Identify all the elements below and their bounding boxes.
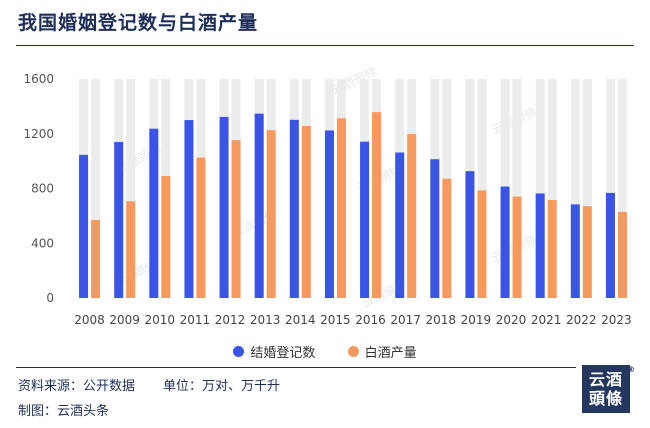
unit-label: 单位：: [163, 379, 203, 394]
bar-track: [535, 79, 545, 298]
maker-value: 云酒头条: [57, 404, 110, 419]
y-tick-label: 1200: [23, 127, 54, 141]
bar-liquor: [617, 211, 627, 298]
bar-liquor: [372, 112, 382, 298]
x-tick-label: 2018: [426, 313, 457, 327]
x-tick-label: 2008: [74, 313, 105, 327]
bar-marriage: [605, 192, 615, 298]
bar-chart: 0 400 800 1200 1600 2008 2009 2010 2011 2012 2013 2…: [23, 72, 632, 327]
bar-track: [570, 79, 580, 298]
footer-divider: [16, 367, 576, 368]
bar-marriage: [465, 171, 475, 298]
bar-marriage: [430, 159, 440, 298]
x-tick-label: 2011: [180, 313, 211, 327]
chart-legend: 结婚登记数 白酒产量: [0, 342, 650, 361]
title-divider: [16, 45, 634, 46]
y-tick-label: 400: [31, 236, 54, 250]
legend-item-liquor: 白酒产量: [347, 342, 417, 361]
bar-liquor: [547, 199, 557, 298]
bar-liquor: [91, 219, 101, 298]
x-tick-label: 2021: [531, 313, 562, 327]
bar-marriage: [395, 152, 405, 298]
bar-marriage: [570, 204, 580, 298]
x-tick-label: 2019: [461, 313, 492, 327]
x-tick-label: 2014: [285, 313, 316, 327]
maker-label: 制图：: [18, 404, 58, 419]
bar-liquor: [231, 140, 241, 298]
bar-track: [477, 79, 487, 298]
bar-marriage: [219, 116, 229, 299]
chart-title: 我国婚姻登记数与白酒产量: [18, 12, 259, 34]
bar-liquor: [477, 190, 487, 298]
bar-liquor: [196, 157, 206, 298]
y-tick-label: 800: [31, 182, 54, 196]
y-tick-label: 1600: [23, 72, 54, 86]
logo-line-2: 頭條: [588, 389, 623, 408]
bar-liquor: [336, 118, 346, 298]
legend-item-marriage: 结婚登记数: [233, 342, 315, 361]
registered-mark: ®: [627, 365, 636, 374]
legend-swatch-marriage: [233, 346, 245, 357]
bar-marriage: [289, 119, 299, 298]
x-tick-label: 2016: [355, 313, 386, 327]
legend-swatch-liquor: [347, 346, 359, 357]
unit-value: 万对、万千升: [202, 379, 281, 394]
bar-track: [91, 79, 101, 298]
legend-label-marriage: 结婚登记数: [250, 346, 316, 361]
bar-marriage: [149, 128, 159, 298]
x-tick-label: 2015: [320, 313, 351, 327]
bar-liquor: [301, 125, 311, 299]
bar-liquor: [512, 196, 522, 298]
bar-marriage: [79, 154, 89, 298]
bar-marriage: [535, 193, 545, 298]
x-tick-label: 2009: [109, 313, 140, 327]
x-tick-label: 2022: [566, 313, 597, 327]
brand-logo: 云酒 頭條 ®: [582, 365, 635, 413]
bar-marriage: [114, 141, 124, 298]
bar-marriage: [324, 130, 334, 298]
bar-liquor: [442, 178, 452, 298]
maker-line: 制图：云酒头条: [18, 400, 109, 419]
bar-liquor: [582, 206, 592, 298]
bar-liquor: [407, 134, 417, 298]
bar-marriage: [500, 186, 510, 298]
bar-liquor: [126, 201, 136, 298]
bar-marriage: [360, 141, 370, 298]
bar-track: [126, 79, 136, 298]
bar-marriage: [254, 113, 264, 299]
bar-track: [605, 79, 615, 298]
bar-track: [547, 79, 557, 298]
source-line: 资料来源：公开数据 单位：万对、万千升: [18, 375, 280, 394]
y-tick-label: 0: [46, 291, 54, 305]
x-tick-label: 2010: [145, 313, 176, 327]
source-value: 公开数据: [83, 379, 136, 394]
bar-track: [617, 79, 627, 298]
logo-line-1: 云酒: [588, 370, 623, 389]
bar-track: [582, 79, 592, 298]
x-tick-label: 2013: [250, 313, 281, 327]
bar-liquor: [266, 130, 276, 298]
bar-liquor: [161, 176, 171, 298]
bar-track: [512, 79, 522, 298]
x-tick-label: 2017: [390, 313, 421, 327]
legend-label-liquor: 白酒产量: [364, 346, 417, 361]
x-tick-label: 2020: [496, 313, 527, 327]
x-tick-label: 2012: [215, 313, 246, 327]
x-tick-label: 2023: [601, 313, 632, 327]
source-label: 资料来源：: [18, 379, 84, 394]
bar-marriage: [184, 120, 194, 298]
